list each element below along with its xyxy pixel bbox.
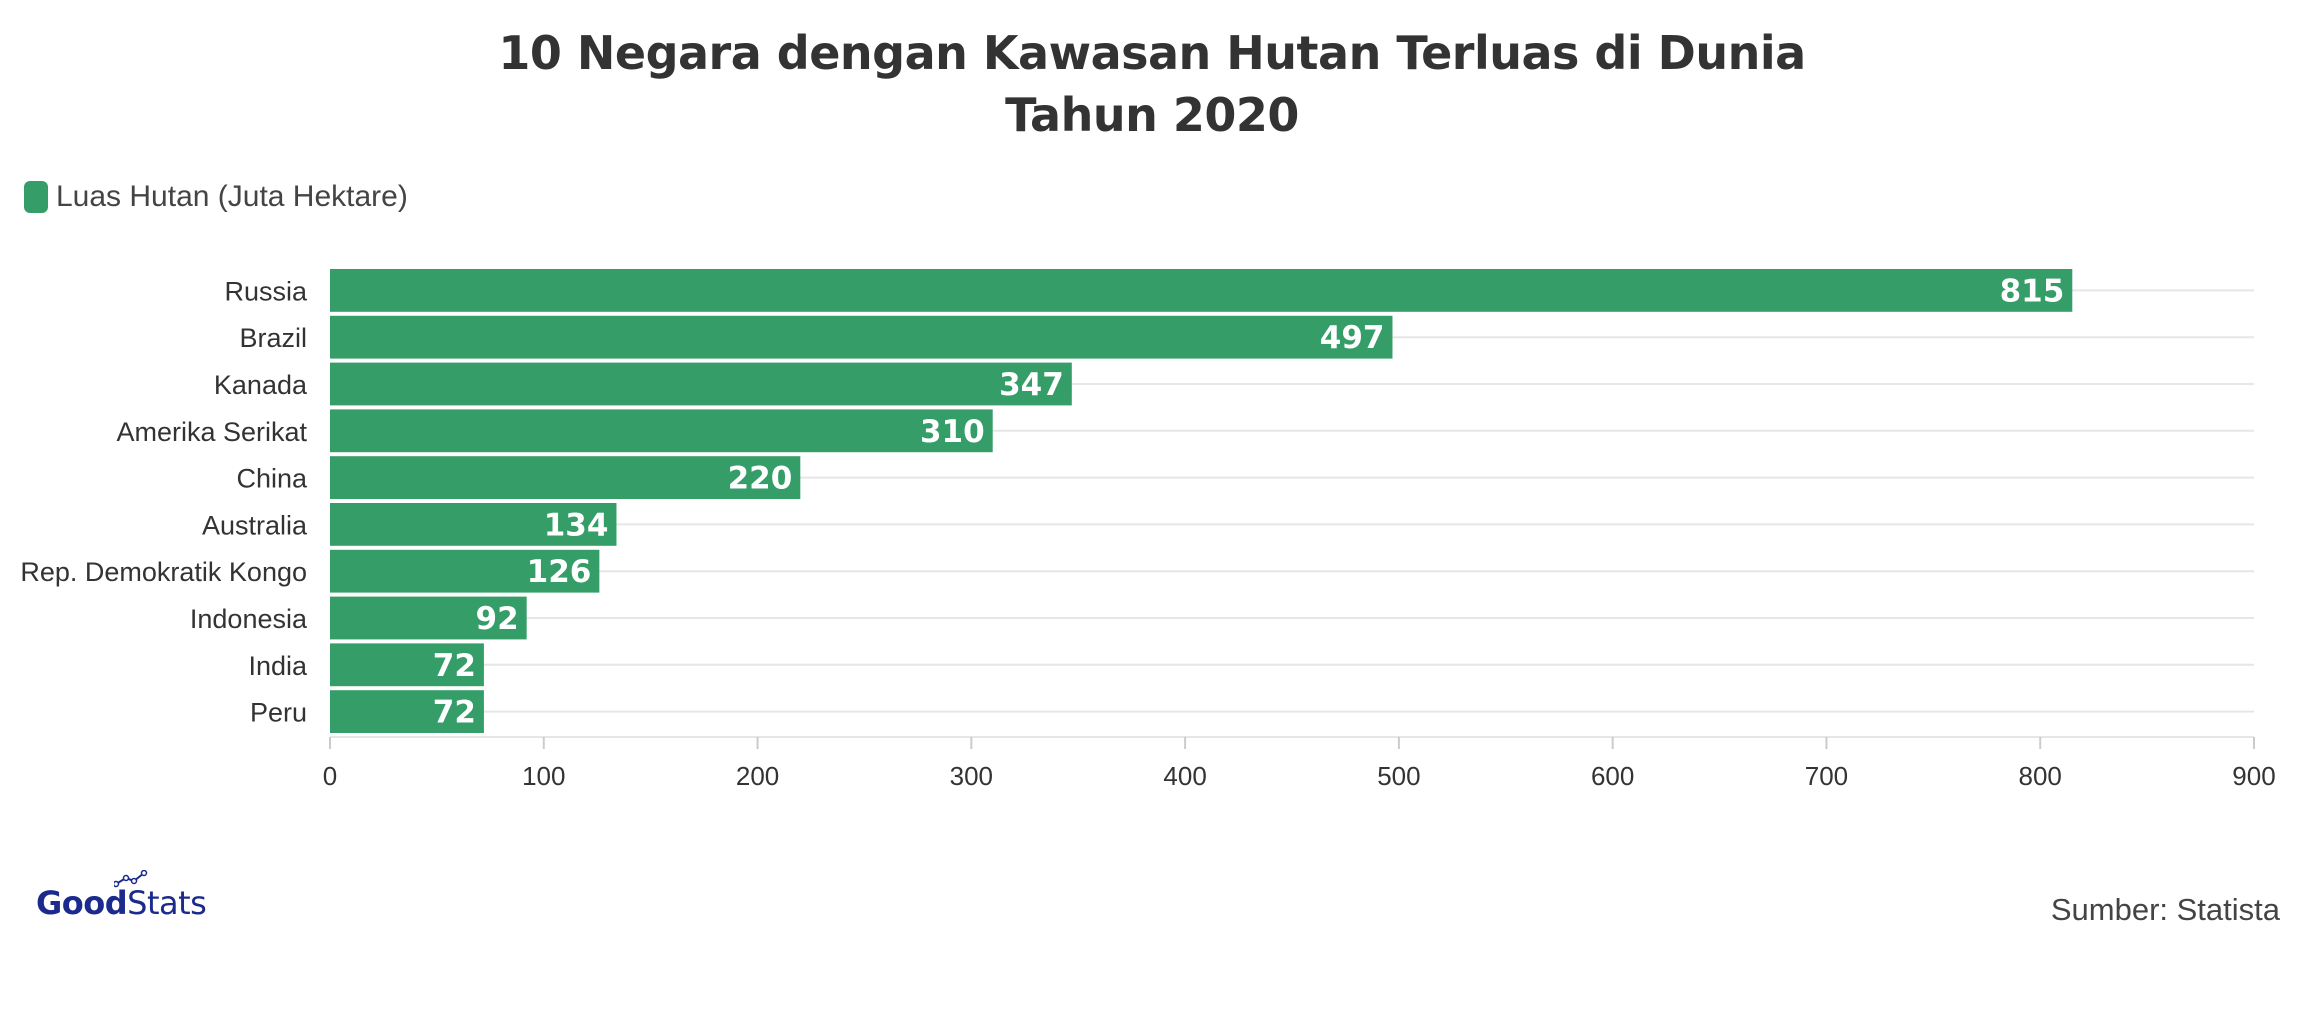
bar-rep-demokratik-kongo[interactable]: [330, 549, 600, 593]
x-tick-label: 800: [2019, 761, 2062, 791]
data-label: 497: [1320, 320, 1385, 356]
axes: Russia Brazil Kanada Amerika Serikat China Au…: [20, 276, 2275, 791]
category-label: Australia: [202, 510, 308, 540]
bar-peru[interactable]: [330, 690, 484, 733]
logo-trend-icon: [114, 870, 148, 888]
bar-amerika-serikat[interactable]: [330, 409, 993, 453]
data-label: 310: [920, 414, 985, 450]
bar-kanada[interactable]: [330, 362, 1072, 406]
x-tick-label: 200: [736, 761, 779, 791]
bar-china[interactable]: [330, 456, 801, 499]
data-label: 126: [527, 554, 592, 590]
x-tick-label: 700: [1805, 761, 1848, 791]
x-tick-label: 900: [2232, 761, 2275, 791]
category-label: Amerika Serikat: [116, 417, 307, 447]
data-label: 220: [728, 461, 793, 497]
legend-swatch: [24, 181, 48, 213]
category-label: Russia: [224, 276, 308, 306]
bar-australia[interactable]: [330, 503, 617, 546]
x-tick-label: 300: [950, 761, 993, 791]
source-note: Sumber: Statista: [2050, 892, 2280, 927]
chart-title-line-1: 10 Negara dengan Kawasan Hutan Terluas d…: [498, 26, 1806, 80]
category-label: Peru: [250, 698, 307, 728]
category-label: Kanada: [214, 370, 308, 400]
goodstats-logo: GoodStats: [36, 870, 207, 922]
x-tick-label: 400: [1163, 761, 1206, 791]
chart-title-line-2: Tahun 2020: [1005, 88, 1299, 142]
bar-indonesia[interactable]: [330, 596, 527, 640]
x-tick-label: 100: [522, 761, 565, 791]
legend-label: Luas Hutan (Juta Hektare): [56, 180, 408, 213]
data-label: 134: [544, 507, 609, 543]
legend[interactable]: Luas Hutan (Juta Hektare): [24, 180, 408, 214]
bar-india[interactable]: [330, 643, 484, 687]
data-label: 72: [433, 648, 476, 684]
bar-brazil[interactable]: [330, 315, 1393, 359]
logo-text-stats: Stats: [127, 884, 207, 922]
x-tick-label: 600: [1591, 761, 1634, 791]
data-label: 815: [2000, 273, 2065, 309]
chart-title: 10 Negara dengan Kawasan Hutan Terluas d…: [0, 22, 2304, 146]
data-label: 72: [433, 695, 476, 731]
data-label: 347: [999, 367, 1064, 403]
category-label: Indonesia: [190, 604, 308, 634]
category-label: Brazil: [239, 323, 307, 353]
logo-text-good: Good: [36, 884, 128, 922]
data-label: 92: [476, 601, 519, 637]
category-label: Rep. Demokratik Kongo: [20, 557, 307, 587]
bar-russia[interactable]: [330, 269, 2073, 312]
x-tick-label: 0: [323, 761, 337, 791]
category-label: China: [236, 464, 308, 494]
category-label: India: [248, 651, 308, 681]
x-tick-label: 500: [1377, 761, 1420, 791]
